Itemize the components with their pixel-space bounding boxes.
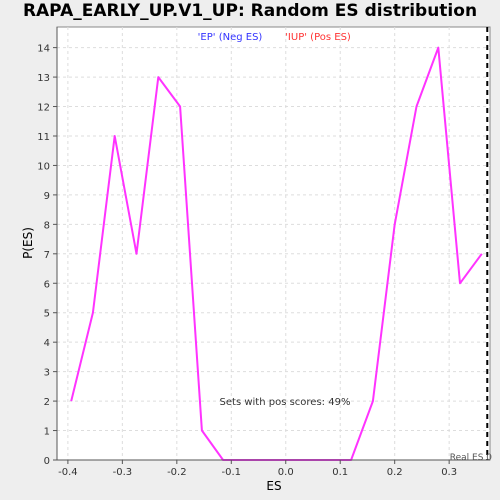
y-tick-label: 13: [37, 73, 50, 84]
y-tick-label: 6: [44, 279, 50, 290]
x-tick-label: 0.0: [278, 467, 294, 478]
grid-lines: [57, 27, 490, 461]
x-tick-label: 0.3: [441, 467, 457, 478]
x-tick-label: -0.1: [222, 467, 242, 478]
annotation-pos-scores: Sets with pos scores: 49%: [220, 397, 351, 408]
y-tick-label: 14: [37, 44, 50, 55]
y-tick-label: 12: [37, 103, 50, 114]
y-axis-label: P(ES): [21, 227, 35, 259]
real-es-label: Real ES 0: [450, 453, 493, 463]
legend-pos-label: 'IUP' (Pos ES): [285, 32, 351, 43]
y-tick-label: 5: [44, 309, 50, 320]
plot-background: [56, 26, 491, 461]
x-tick-label: 0.2: [387, 467, 403, 478]
y-tick-label: 11: [37, 132, 50, 143]
x-tick-label: -0.3: [113, 467, 133, 478]
y-tick-label: 1: [44, 427, 50, 438]
x-tick-label: 0.1: [332, 467, 348, 478]
y-tick-label: 8: [44, 220, 50, 231]
chart-title: RAPA_EARLY_UP.V1_UP: Random ES distribut…: [22, 1, 478, 21]
y-tick-label: 4: [44, 338, 50, 349]
y-tick-label: 0: [44, 456, 50, 467]
x-tick-label: -0.4: [58, 467, 78, 478]
y-tick-label: 7: [44, 250, 50, 261]
axes: [53, 27, 490, 464]
x-tick-label: -0.2: [167, 467, 187, 478]
y-tick-label: 9: [44, 191, 50, 202]
y-tick-label: 3: [44, 368, 50, 379]
y-tick-label: 2: [44, 397, 50, 408]
legend-neg-label: 'EP' (Neg ES): [198, 32, 263, 43]
x-axis-label: ES: [266, 479, 281, 493]
y-tick-label: 10: [37, 161, 50, 172]
